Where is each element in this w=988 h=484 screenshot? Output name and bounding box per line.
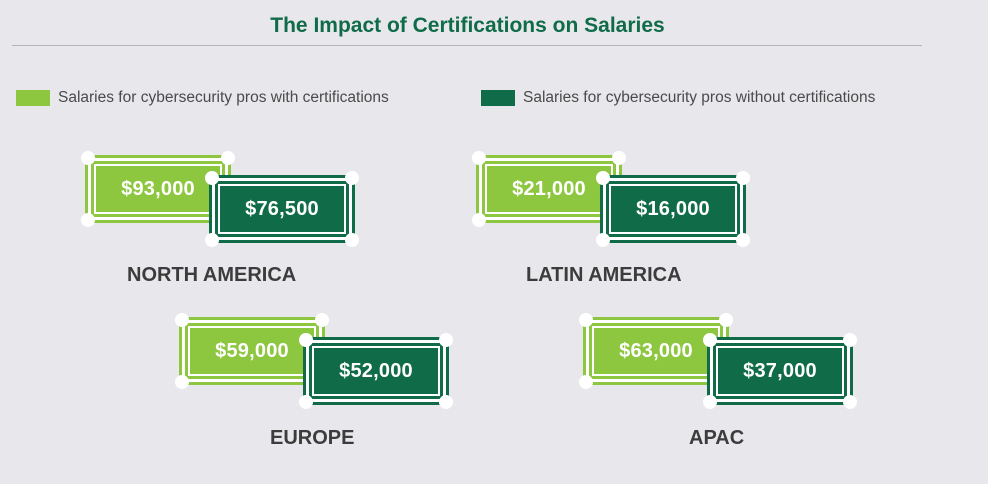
bill-with-cert: $21,000	[472, 151, 626, 227]
value-with-cert: $21,000	[485, 164, 613, 214]
bill-with-cert: $93,000	[81, 151, 235, 227]
value-without-cert: $37,000	[716, 346, 844, 396]
value-without-cert: $76,500	[218, 184, 346, 234]
region-apac: $63,000 $37,000	[579, 313, 886, 470]
bill-with-cert: $63,000	[579, 313, 733, 389]
bill-without-cert: $76,500	[205, 171, 359, 247]
chart-title: The Impact of Certifications on Salaries	[270, 14, 665, 37]
region-label-latin-america: LATIN AMERICA	[526, 264, 682, 286]
value-without-cert: $52,000	[312, 346, 440, 396]
title-divider	[12, 45, 922, 46]
legend-label-without-cert: Salaries for cybersecurity pros without …	[523, 89, 876, 106]
legend-label-with-cert: Salaries for cybersecurity pros with cer…	[58, 89, 389, 106]
value-with-cert: $93,000	[94, 164, 222, 214]
region-label-europe: EUROPE	[270, 427, 355, 449]
region-europe: $59,000 $52,000	[175, 313, 482, 470]
legend-swatch-dark-green	[481, 90, 515, 106]
bill-with-cert: $59,000	[175, 313, 329, 389]
legend-swatch-light-green	[16, 90, 50, 106]
region-latin-america: $21,000 $16,000	[472, 151, 779, 308]
bill-without-cert: $16,000	[596, 171, 750, 247]
value-with-cert: $63,000	[592, 326, 720, 376]
bill-without-cert: $37,000	[703, 333, 857, 409]
value-without-cert: $16,000	[609, 184, 737, 234]
region-label-north-america: NORTH AMERICA	[127, 264, 297, 286]
region-north-america: $93,000 $76,500	[81, 151, 388, 308]
legend-item-without-cert: Salaries for cybersecurity pros without …	[481, 88, 875, 108]
region-label-apac: APAC	[689, 427, 745, 449]
bill-without-cert: $52,000	[299, 333, 453, 409]
value-with-cert: $59,000	[188, 326, 316, 376]
legend-item-with-cert: Salaries for cybersecurity pros with cer…	[16, 88, 389, 108]
